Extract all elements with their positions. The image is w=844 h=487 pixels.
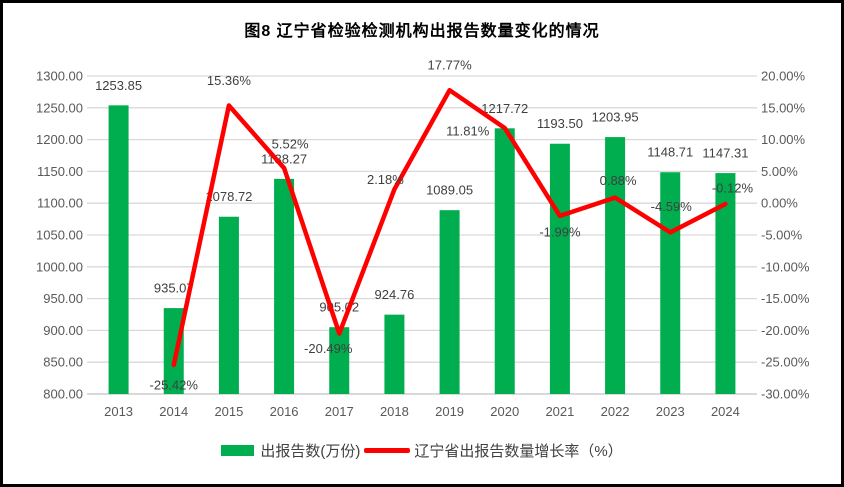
legend-line-swatch-icon — [364, 448, 411, 453]
legend-bar-label: 出报告数(万份) — [260, 443, 361, 460]
line-label-2017: -20.49% — [304, 341, 353, 356]
x-tick-label-2015: 2015 — [214, 404, 243, 419]
y-left-tick-label: 1250.00 — [36, 100, 83, 115]
y-left-tick-label: 1100.00 — [37, 196, 83, 211]
y-left-tick-label: 1200.00 — [36, 132, 83, 147]
y-left-tick-label: 800.00 — [43, 387, 83, 402]
x-tick-label-2014: 2014 — [159, 404, 188, 419]
x-tick-label-2013: 2013 — [104, 404, 133, 419]
y-left-tick-label: 1050.00 — [36, 228, 83, 243]
bar-2017 — [329, 327, 350, 394]
bar-label-2013: 1253.85 — [95, 78, 142, 93]
x-tick-label-2024: 2024 — [711, 404, 740, 419]
y-left-tick-label: 1150.00 — [37, 164, 83, 179]
y-right-tick-label: -15.00% — [761, 291, 810, 306]
y-right-tick-label: 20.00% — [761, 69, 806, 84]
y-right-tick-label: -10.00% — [761, 259, 810, 274]
y-right-tick-label: -25.00% — [761, 355, 810, 370]
chart-title: 图8 辽宁省检验检测机构出报告数量变化的情况 — [244, 23, 600, 40]
y-right-tick-label: -20.00% — [761, 323, 810, 338]
y-right-tick-label: -30.00% — [761, 387, 810, 402]
bar-label-2021: 1193.50 — [537, 116, 583, 131]
line-label-2019: 17.77% — [428, 58, 473, 73]
y-right-tick-label: 15.00% — [761, 100, 806, 115]
legend: 出报告数(万份) 辽宁省出报告数量增长率（%） — [3, 440, 841, 461]
y-left-tick-label: 850.00 — [43, 355, 83, 370]
bar-label-2014: 935.07 — [154, 281, 194, 296]
bar-label-2015: 1078.72 — [205, 189, 252, 204]
x-tick-label-2022: 2022 — [601, 404, 630, 419]
bar-label-2016: 1138.27 — [261, 151, 307, 166]
bar-label-2022: 1203.95 — [592, 110, 639, 125]
y-left-tick-label: 1000.00 — [36, 259, 83, 274]
bar-2013 — [108, 105, 129, 394]
bar-label-2019: 1089.05 — [426, 183, 473, 198]
bar-2024 — [715, 173, 736, 394]
growth-rate-line — [171, 87, 728, 368]
bar-2019 — [439, 210, 460, 394]
bar-2014 — [163, 308, 184, 394]
y-left-tick-label: 950.00 — [43, 291, 83, 306]
line-label-2022: 0.88% — [600, 173, 637, 188]
x-tick-label-2016: 2016 — [270, 404, 299, 419]
line-label-2023: -4.59% — [651, 199, 693, 214]
y-right-tick-label: 10.00% — [761, 132, 806, 147]
bar-2021 — [549, 143, 570, 394]
line-label-2020: 11.81% — [446, 124, 490, 139]
bar-label-2018: 924.76 — [375, 287, 415, 302]
bar-2016 — [274, 178, 295, 394]
line-label-2015: 15.36% — [207, 73, 252, 88]
line-label-2024: -0.12% — [712, 180, 754, 195]
bar-label-2020: 1217.72 — [481, 101, 528, 116]
bar-label-2024: 1147.31 — [702, 146, 748, 161]
bar-2018 — [384, 314, 405, 394]
x-tick-label-2023: 2023 — [656, 404, 685, 419]
x-tick-label-2020: 2020 — [490, 404, 519, 419]
x-tick-label-2017: 2017 — [325, 404, 354, 419]
combo-chart-canvas: 1300.00 20.00% 1250.00 15.00% 1200.00 10.00% 1… — [36, 58, 810, 419]
y-right-tick-label: -5.00% — [761, 228, 803, 243]
line-label-2014: -25.42% — [150, 377, 199, 392]
line-label-2021: -1.99% — [539, 224, 581, 239]
line-label-2016: 5.52% — [272, 137, 309, 152]
y-left-tick-label: 900.00 — [43, 323, 83, 338]
x-tick-label-2019: 2019 — [435, 404, 464, 419]
line-label-2018: 2.18% — [367, 172, 404, 187]
x-tick-label-2018: 2018 — [380, 404, 409, 419]
y-left-tick-label: 1300.00 — [36, 69, 83, 84]
legend-bar-swatch-icon — [221, 445, 255, 456]
legend-line-label: 辽宁省出报告数量增长率（%） — [414, 443, 623, 460]
bar-2020 — [494, 128, 515, 394]
y-right-tick-label: 5.00% — [761, 164, 798, 179]
bar-label-2023: 1148.71 — [647, 145, 693, 160]
bar-2015 — [218, 216, 239, 394]
x-tick-label-2021: 2021 — [545, 404, 574, 419]
y-right-tick-label: 0.00% — [761, 196, 798, 211]
